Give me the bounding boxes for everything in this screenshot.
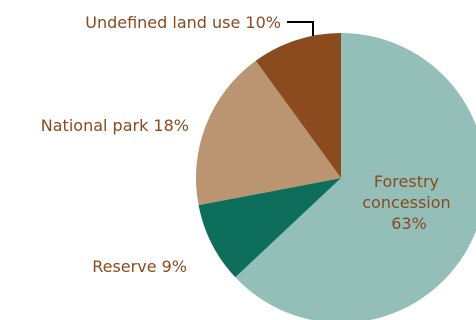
slice-label-undefined-land-use: Undefined land use 10% (85, 13, 281, 32)
pie-slice-national-park (196, 60, 341, 206)
slice-label-forestry-line-2: concession (362, 193, 450, 212)
slice-label-national-park: National park 18% (41, 116, 189, 135)
slice-label-forestry-line-1: Forestry (374, 172, 439, 191)
leader-line-undefined-land-use (287, 21, 314, 36)
pie-slice-forestry-concession (235, 33, 476, 320)
pie-slices (196, 32, 476, 320)
slice-label-forestry-concession: Forestry concession 63% (362, 172, 456, 233)
pie-slice-reserve (198, 178, 341, 278)
pie-labels: Forestry concession 63% Reserve 9% Natio… (41, 13, 456, 276)
slice-label-reserve: Reserve 9% (92, 257, 187, 276)
slice-label-forestry-line-3: 63% (391, 214, 427, 233)
pie-slice-undefined-land-use (255, 32, 341, 178)
